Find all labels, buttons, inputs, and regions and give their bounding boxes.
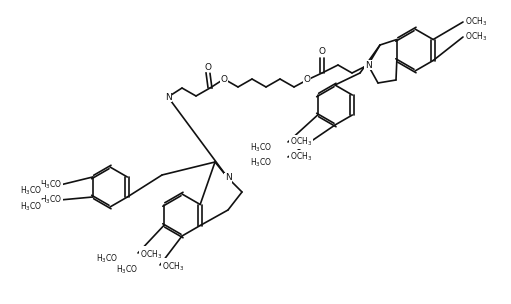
Text: H$_3$CO: H$_3$CO — [250, 157, 272, 169]
Text: H$_3$CO: H$_3$CO — [40, 194, 62, 206]
Text: OCH$_3$: OCH$_3$ — [290, 136, 312, 148]
Text: O: O — [221, 74, 227, 84]
Text: O: O — [318, 47, 326, 57]
Text: H$_3$CO: H$_3$CO — [20, 185, 42, 197]
Text: OCH$_3$: OCH$_3$ — [465, 31, 487, 43]
Text: OCH$_3$: OCH$_3$ — [140, 249, 162, 261]
Text: OCH$_3$: OCH$_3$ — [290, 151, 312, 163]
Text: H$_3$CO: H$_3$CO — [96, 253, 118, 265]
Text: O: O — [304, 75, 311, 85]
Text: H$_3$CO: H$_3$CO — [20, 201, 42, 213]
Text: OCH$_3$: OCH$_3$ — [140, 247, 162, 259]
Text: OCH$_3$: OCH$_3$ — [465, 16, 487, 28]
Text: N: N — [365, 60, 371, 70]
Text: H$_3$CO: H$_3$CO — [250, 142, 272, 154]
Text: O: O — [204, 63, 212, 71]
Text: H$_3$CO: H$_3$CO — [40, 179, 62, 191]
Text: OCH$_3$: OCH$_3$ — [162, 261, 184, 273]
Text: OCH$_3$: OCH$_3$ — [162, 259, 184, 271]
Text: H$_3$CO: H$_3$CO — [115, 264, 138, 276]
Text: N: N — [225, 174, 231, 182]
Text: N: N — [165, 92, 171, 102]
